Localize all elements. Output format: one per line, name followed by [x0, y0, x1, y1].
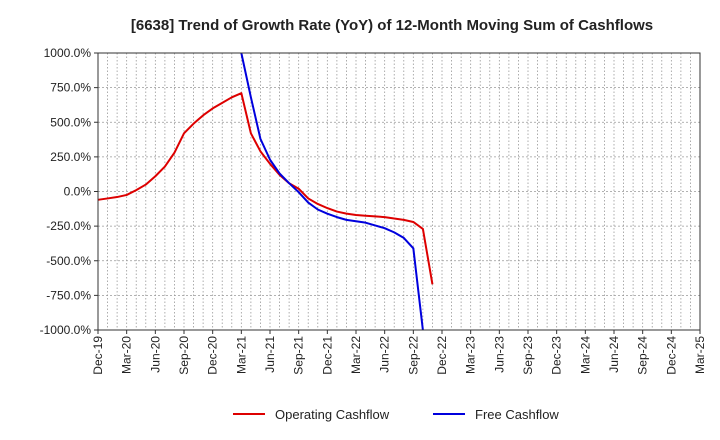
- y-tick-label: -1000.0%: [40, 323, 92, 337]
- legend-label: Free Cashflow: [475, 407, 559, 422]
- y-axis: 1000.0% 750.0% 500.0% 250.0% 0.0% -250.0% -500…: [40, 46, 98, 337]
- y-tick-label: -250.0%: [46, 219, 91, 233]
- y-tick-label: 250.0%: [50, 150, 91, 164]
- x-tick-label: Sep-22: [406, 336, 420, 375]
- x-tick-label: Mar-22: [349, 336, 363, 374]
- y-tick-label: 0.0%: [64, 185, 92, 199]
- x-tick-label: Mar-25: [693, 336, 707, 374]
- y-tick-label: -500.0%: [46, 254, 91, 268]
- series-line-free-cashflow: [240, 52, 424, 331]
- x-tick-label: Sep-24: [636, 336, 650, 375]
- legend: Operating Cashflow Free Cashflow: [233, 407, 559, 422]
- y-tick-label: 500.0%: [50, 115, 91, 129]
- y-tick-label: 750.0%: [50, 81, 91, 95]
- y-tick-label: 1000.0%: [44, 46, 92, 60]
- x-tick-label: Sep-23: [521, 336, 535, 375]
- x-tick-label: Mar-24: [578, 336, 592, 374]
- y-tick-label: -750.0%: [46, 288, 91, 302]
- x-tick-label: Dec-19: [91, 336, 105, 375]
- series-line-operating-cashflow: [97, 92, 434, 285]
- grid: [98, 53, 700, 330]
- plot-frame: [97, 52, 701, 331]
- x-tick-label: Mar-20: [120, 336, 134, 374]
- legend-label: Operating Cashflow: [275, 407, 390, 422]
- x-tick-label: Jun-20: [148, 336, 162, 373]
- x-tick-label: Dec-20: [206, 336, 220, 375]
- chart-title: [6638] Trend of Growth Rate (YoY) of 12-…: [131, 17, 653, 34]
- x-tick-label: Sep-20: [177, 336, 191, 375]
- x-tick-label: Dec-23: [550, 336, 564, 375]
- x-tick-label: Jun-22: [378, 336, 392, 373]
- x-tick-label: Jun-24: [607, 336, 621, 373]
- x-tick-label: Dec-24: [664, 336, 678, 375]
- x-tick-label: Jun-23: [492, 336, 506, 373]
- x-tick-label: Sep-21: [292, 336, 306, 375]
- x-tick-label: Jun-21: [263, 336, 277, 373]
- series-lines: [97, 52, 434, 331]
- x-tick-label: Mar-23: [464, 336, 478, 374]
- x-tick-label: Dec-21: [320, 336, 334, 375]
- x-tick-label: Dec-22: [435, 336, 449, 375]
- x-axis: Dec-19 Mar-20 Jun-20 Sep-20 Dec-20 Mar-21 Jun-…: [91, 330, 707, 375]
- x-tick-label: Mar-21: [234, 336, 248, 374]
